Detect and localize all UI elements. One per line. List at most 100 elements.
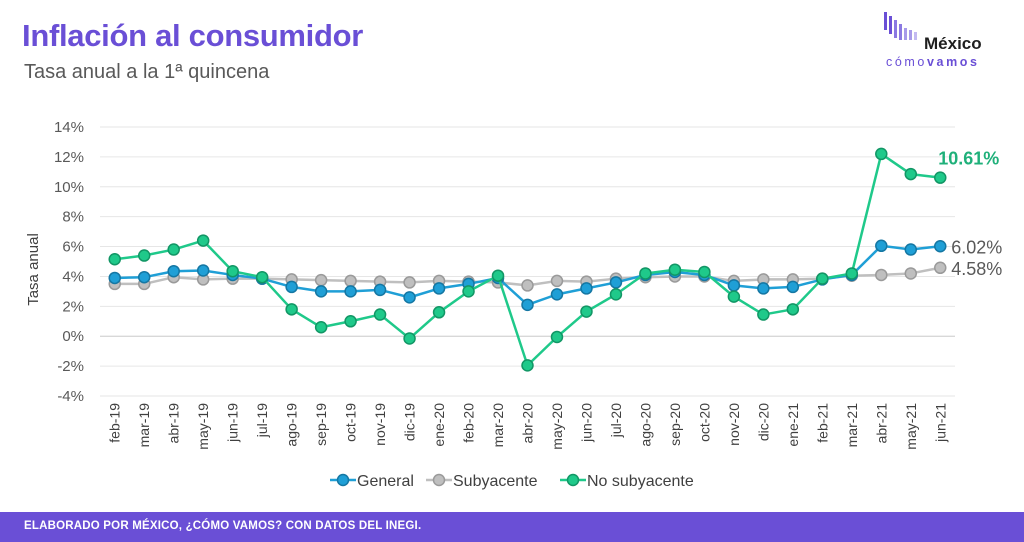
- x-tick-label: may-20: [549, 403, 565, 450]
- data-point-no-subyacente: [463, 286, 474, 297]
- data-point-no-subyacente: [728, 291, 739, 302]
- x-tick-label: mar-19: [136, 403, 152, 448]
- y-tick-label: -4%: [57, 388, 84, 405]
- data-point-general: [375, 284, 386, 295]
- data-point-no-subyacente: [640, 268, 651, 279]
- data-point-no-subyacente: [905, 169, 916, 180]
- end-value-label: 4.58%: [951, 259, 1002, 279]
- data-point-general: [728, 280, 739, 291]
- legend-marker: [568, 475, 579, 486]
- x-tick-label: oct-20: [696, 403, 712, 442]
- data-point-no-subyacente: [787, 304, 798, 315]
- x-tick-label: abr-19: [166, 403, 182, 444]
- x-tick-label: may-21: [903, 403, 919, 450]
- x-tick-label: may-19: [195, 403, 211, 450]
- x-tick-label: feb-19: [107, 403, 123, 443]
- data-point-subyacente: [316, 275, 327, 286]
- data-point-no-subyacente: [168, 244, 179, 255]
- data-point-subyacente: [905, 268, 916, 279]
- data-point-general: [876, 240, 887, 251]
- x-tick-label: ene-20: [431, 403, 447, 447]
- data-point-general: [935, 241, 946, 252]
- x-tick-label: feb-21: [814, 403, 830, 443]
- x-tick-label: jun-19: [225, 403, 241, 443]
- y-tick-label: 2%: [62, 298, 84, 315]
- data-point-no-subyacente: [876, 148, 887, 159]
- y-tick-label: 6%: [62, 239, 84, 256]
- data-point-no-subyacente: [434, 307, 445, 318]
- x-tick-label: jul-20: [608, 403, 624, 438]
- data-point-general: [286, 281, 297, 292]
- data-point-no-subyacente: [286, 304, 297, 315]
- data-point-subyacente: [345, 275, 356, 286]
- data-point-general: [522, 299, 533, 310]
- data-point-general: [551, 289, 562, 300]
- footer-source-text: ELABORADO POR MÉXICO, ¿CÓMO VAMOS? CON D…: [24, 520, 421, 532]
- x-tick-label: sep-20: [667, 403, 683, 446]
- x-tick-label: ago-19: [284, 403, 300, 447]
- series-line-no-subyacente: [115, 154, 941, 365]
- data-point-general: [139, 272, 150, 283]
- end-value-label: 10.61%: [938, 149, 999, 169]
- data-point-no-subyacente: [522, 360, 533, 371]
- data-point-no-subyacente: [404, 333, 415, 344]
- data-point-no-subyacente: [227, 266, 238, 277]
- data-point-no-subyacente: [758, 309, 769, 320]
- x-tick-label: oct-19: [343, 403, 359, 442]
- footer-bar: ELABORADO POR MÉXICO, ¿CÓMO VAMOS? CON D…: [0, 512, 1024, 542]
- legend-label: General: [357, 473, 414, 490]
- line-chart: -4% -2% 0% 2% 4% 6% 8% 10% 12% 14% feb-19 mar-19 abr…: [0, 0, 1024, 512]
- x-tick-label: dic-19: [402, 403, 418, 441]
- data-point-general: [316, 286, 327, 297]
- data-point-general: [168, 266, 179, 277]
- data-point-no-subyacente: [109, 254, 120, 265]
- data-point-no-subyacente: [610, 289, 621, 300]
- end-value-label: 6.02%: [951, 237, 1002, 257]
- data-point-general: [610, 277, 621, 288]
- legend-label: No subyacente: [587, 473, 694, 490]
- data-point-no-subyacente: [316, 322, 327, 333]
- data-point-no-subyacente: [669, 264, 680, 275]
- data-point-general: [787, 281, 798, 292]
- x-tick-label: jun-21: [932, 403, 948, 443]
- x-tick-label: dic-20: [755, 403, 771, 441]
- data-point-no-subyacente: [846, 268, 857, 279]
- x-tick-label: sep-19: [313, 403, 329, 446]
- x-tick-label: jul-19: [254, 403, 270, 438]
- data-point-no-subyacente: [257, 272, 268, 283]
- legend-marker: [434, 475, 445, 486]
- x-tick-label: abr-21: [873, 403, 889, 444]
- data-point-no-subyacente: [817, 273, 828, 284]
- data-point-no-subyacente: [581, 306, 592, 317]
- x-tick-label: mar-20: [490, 403, 506, 448]
- legend-label: Subyacente: [453, 473, 538, 490]
- y-tick-label: 4%: [62, 268, 84, 285]
- data-point-no-subyacente: [139, 250, 150, 261]
- x-tick-label: nov-19: [372, 403, 388, 446]
- data-point-no-subyacente: [345, 316, 356, 327]
- data-point-general: [758, 283, 769, 294]
- x-tick-label: ago-20: [637, 403, 653, 447]
- x-tick-label: mar-21: [844, 403, 860, 448]
- data-point-no-subyacente: [493, 270, 504, 281]
- data-point-general: [198, 265, 209, 276]
- data-point-general: [434, 283, 445, 294]
- data-point-no-subyacente: [935, 172, 946, 183]
- data-point-general: [404, 292, 415, 303]
- data-point-no-subyacente: [551, 331, 562, 342]
- x-tick-label: ene-21: [785, 403, 801, 447]
- data-point-general: [905, 244, 916, 255]
- y-tick-label: 8%: [62, 209, 84, 226]
- y-tick-label: -2%: [57, 358, 84, 375]
- x-tick-label: feb-20: [461, 403, 477, 443]
- x-tick-label: abr-20: [520, 403, 536, 444]
- legend-marker: [338, 475, 349, 486]
- y-tick-label: 14%: [54, 119, 84, 136]
- x-tick-label: nov-20: [726, 403, 742, 446]
- y-axis-title: Tasa anual: [25, 233, 42, 306]
- y-tick-label: 0%: [62, 328, 84, 345]
- data-point-general: [109, 272, 120, 283]
- data-point-subyacente: [404, 277, 415, 288]
- data-point-subyacente: [522, 280, 533, 291]
- data-point-general: [345, 286, 356, 297]
